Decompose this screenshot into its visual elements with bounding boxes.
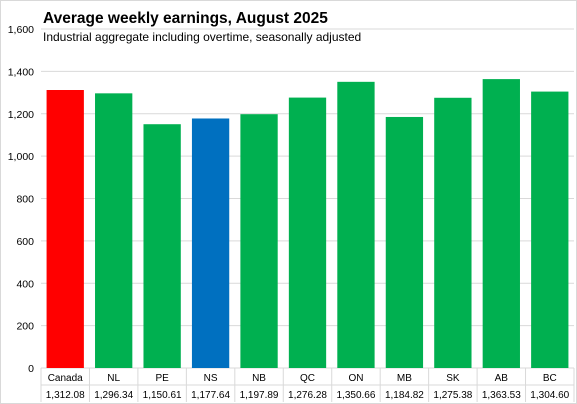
y-tick-label: 1,200 [8, 109, 34, 121]
category-label: MB [397, 373, 412, 384]
bars [46, 79, 569, 369]
value-label: 1,363.53 [482, 390, 521, 401]
category-label: BC [543, 373, 557, 384]
chart-subtitle: Industrial aggregate including overtime,… [43, 30, 361, 44]
y-tick-label: 0 [28, 363, 34, 375]
bar-sk [434, 97, 472, 368]
bar-canada [46, 90, 84, 368]
value-label: 1,304.60 [530, 390, 569, 401]
value-label: 1,296.34 [94, 390, 133, 401]
chart-title: Average weekly earnings, August 2025 [43, 10, 328, 27]
bar-ab [482, 79, 520, 368]
value-label: 1,150.61 [143, 390, 182, 401]
value-label: 1,350.66 [336, 390, 375, 401]
category-label: AB [495, 373, 509, 384]
category-table: Canada 1,312.08 NL 1,296.34 PE 1,150.61 NS 1,17… [40, 368, 575, 402]
y-axis-ticks: 0 200 400 600 800 1,000 1,200 1,400 1,600 [8, 24, 34, 375]
bar-nb [240, 114, 278, 369]
bar-nl [95, 93, 133, 369]
category-label: QC [300, 373, 315, 384]
value-label: 1,312.08 [46, 390, 85, 401]
value-label: 1,275.38 [433, 390, 472, 401]
value-label: 1,177.64 [191, 390, 230, 401]
category-label: Canada [48, 373, 83, 384]
category-label: NB [252, 373, 266, 384]
value-label: 1,276.28 [288, 390, 327, 401]
y-tick-label: 1,400 [8, 66, 34, 78]
bar-mb [385, 116, 424, 368]
y-tick-label: 800 [16, 194, 34, 206]
y-tick-label: 400 [16, 278, 34, 290]
category-label: NS [204, 373, 218, 384]
y-tick-label: 200 [16, 321, 34, 333]
y-tick-label: 1,600 [8, 24, 34, 36]
value-label: 1,184.82 [385, 390, 424, 401]
category-label: PE [155, 373, 169, 384]
category-label: SK [446, 373, 460, 384]
y-tick-label: 600 [16, 236, 34, 248]
value-label: 1,197.89 [240, 390, 279, 401]
bar-bc [531, 91, 569, 368]
category-label: NL [107, 373, 120, 384]
bar-on [337, 81, 375, 368]
bar-pe [143, 124, 181, 368]
y-tick-label: 1,000 [8, 151, 34, 163]
category-label: ON [348, 373, 363, 384]
bar-qc [288, 97, 327, 369]
bar-ns [191, 118, 230, 369]
